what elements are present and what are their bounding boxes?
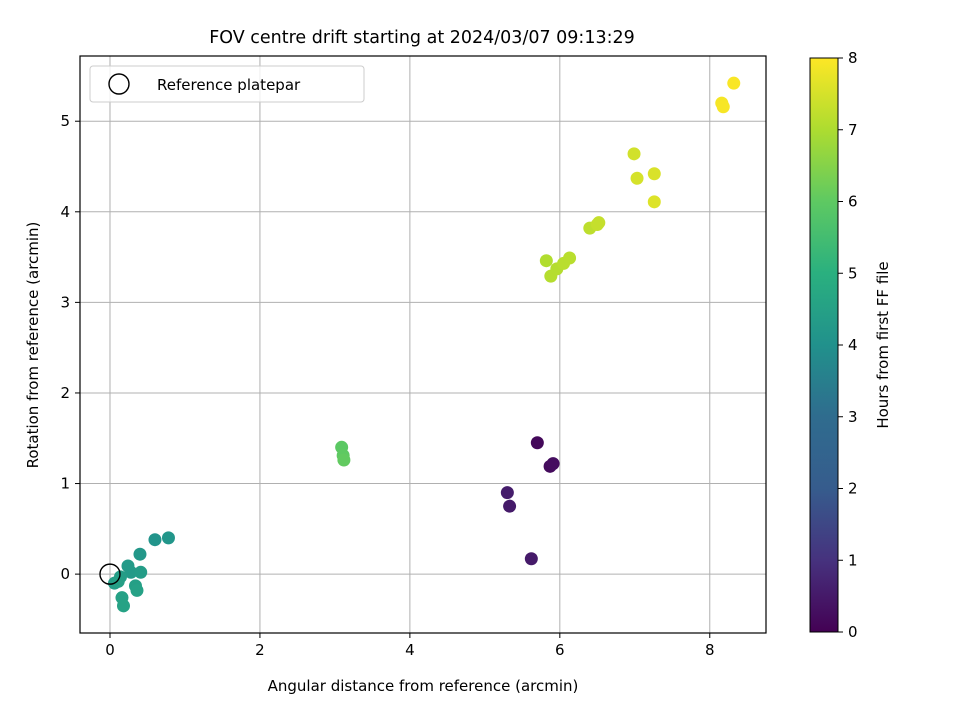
grid-lines — [80, 56, 766, 633]
data-point — [134, 565, 148, 579]
colorbar-label: Hours from first FF file — [874, 261, 892, 428]
data-points — [99, 76, 741, 613]
data-point — [111, 574, 125, 588]
y-tick-label: 0 — [60, 565, 70, 583]
x-tick-label: 6 — [555, 641, 565, 659]
data-point — [647, 195, 661, 209]
data-point — [546, 457, 560, 471]
data-point — [130, 583, 144, 597]
data-point — [116, 599, 130, 613]
colorbar-tick-label: 2 — [848, 480, 858, 498]
legend-label: Reference platepar — [157, 76, 301, 94]
x-axis-label: Angular distance from reference (arcmin) — [268, 677, 579, 695]
legend-marker — [108, 73, 130, 95]
colorbar-tick-label: 3 — [848, 408, 858, 426]
data-point — [727, 76, 741, 90]
x-tick-label: 8 — [705, 641, 715, 659]
data-point — [563, 251, 577, 265]
legend: Reference platepar — [89, 65, 365, 103]
data-point — [133, 547, 147, 561]
chart-title: FOV centre drift starting at 2024/03/07 … — [209, 28, 635, 48]
colorbar-tick-label: 8 — [848, 49, 858, 67]
data-point — [161, 531, 175, 545]
colorbar-tick-label: 0 — [848, 623, 858, 641]
colorbar-tick-label: 4 — [848, 336, 858, 354]
data-point — [524, 552, 538, 566]
colorbar-gradient — [809, 57, 839, 633]
plot-area-frame — [79, 55, 767, 634]
reference-platepar-marker — [99, 563, 121, 585]
colorbar-tick-label: 5 — [848, 264, 858, 282]
x-tick-label: 2 — [255, 641, 265, 659]
colorbar-ticks: 0 1 2 3 4 5 6 7 8 — [838, 49, 858, 641]
data-point — [530, 436, 544, 450]
colorbar-tick-label: 7 — [848, 121, 858, 139]
x-tick-label: 4 — [405, 641, 415, 659]
axis-ticks: 0 2 4 6 8 0 1 2 3 4 5 — [60, 112, 714, 659]
y-tick-label: 2 — [60, 384, 70, 402]
y-tick-label: 3 — [60, 293, 70, 311]
colorbar-tick-label: 6 — [848, 193, 858, 211]
data-point — [337, 453, 351, 467]
data-point — [500, 486, 514, 500]
y-axis-label: Rotation from reference (arcmin) — [24, 222, 42, 469]
data-point — [647, 167, 661, 181]
y-tick-label: 1 — [60, 475, 70, 493]
data-point — [539, 254, 553, 268]
colorbar-tick-label: 1 — [848, 551, 858, 569]
y-tick-label: 4 — [60, 203, 70, 221]
data-point — [630, 171, 644, 185]
legend-box — [89, 65, 365, 103]
data-point — [592, 216, 606, 230]
data-point — [627, 147, 641, 161]
colorbar: 0 1 2 3 4 5 6 7 8 Hours from first FF file — [809, 49, 892, 641]
data-point — [124, 565, 138, 579]
x-tick-label: 0 — [105, 641, 115, 659]
y-tick-label: 5 — [60, 112, 70, 130]
data-point — [716, 100, 730, 114]
data-point — [148, 533, 162, 547]
data-point — [503, 499, 517, 513]
